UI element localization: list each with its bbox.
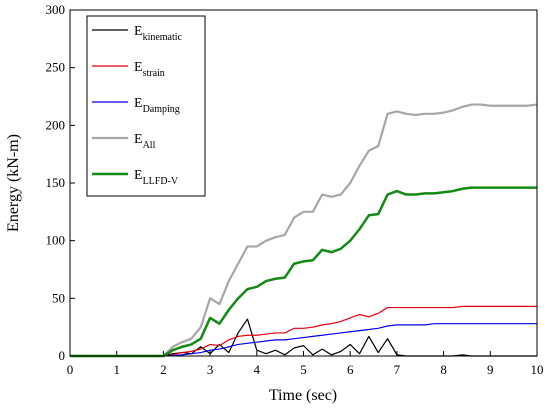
- x-tick-label: 0: [67, 362, 74, 377]
- x-axis-label: Time (sec): [269, 387, 337, 404]
- series-line: [70, 305, 537, 357]
- legend-box: [86, 15, 206, 197]
- x-tick-label: 2: [160, 362, 167, 377]
- legend-label: EDamping: [134, 96, 180, 115]
- y-tick-label: 250: [46, 60, 66, 75]
- x-tick-label: 9: [487, 362, 494, 377]
- legend-label: Estrain: [134, 60, 165, 79]
- x-tick-label: 7: [394, 362, 401, 377]
- y-tick-label: 0: [59, 348, 66, 363]
- x-tick-label: 8: [440, 362, 447, 377]
- legend-label: ELLFD-V: [134, 168, 179, 187]
- x-tick-label: 3: [207, 362, 214, 377]
- y-axis-label: Energy (kN-m): [5, 134, 22, 232]
- legend-label: EAll: [134, 132, 156, 151]
- plot-frame: [69, 9, 538, 357]
- y-tick-label: 100: [46, 233, 66, 248]
- y-tick-label: 150: [46, 175, 66, 190]
- y-tick-label: 300: [46, 2, 66, 17]
- x-tick-label: 10: [531, 362, 544, 377]
- x-tick-label: 5: [300, 362, 307, 377]
- y-tick-label: 200: [46, 117, 66, 132]
- x-tick-label: 1: [113, 362, 120, 377]
- legend-label: Ekinematic: [134, 24, 183, 43]
- x-tick-label: 4: [254, 362, 261, 377]
- x-tick-label: 6: [347, 362, 354, 377]
- y-tick-label: 50: [52, 290, 65, 305]
